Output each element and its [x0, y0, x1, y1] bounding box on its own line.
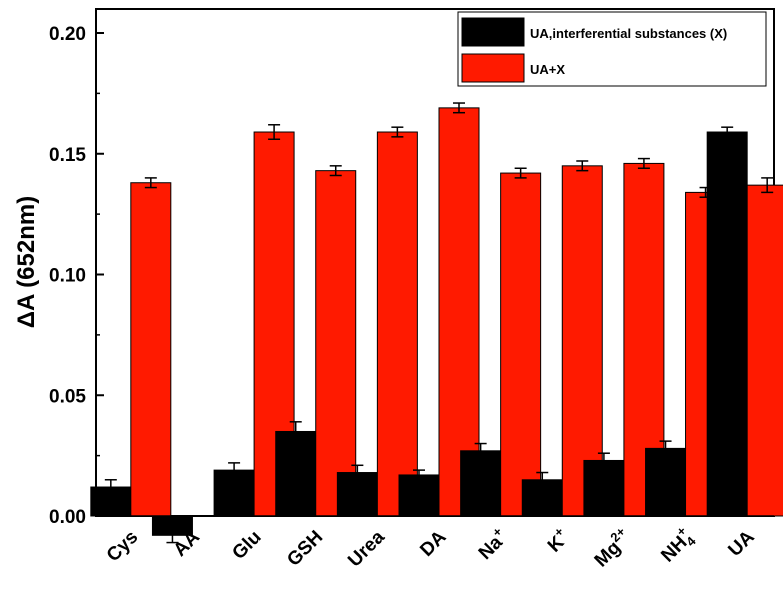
x-tick-label: Mg2+ [588, 524, 636, 572]
legend-label: UA+X [530, 62, 565, 77]
y-axis: 0.00 0.05 0.10 0.15 0.20 [49, 24, 104, 528]
bar-ua-x [398, 474, 440, 517]
x-tick-label: K+ [541, 524, 574, 557]
bar-ua-x [645, 447, 687, 517]
bar-ua-x [583, 459, 625, 517]
bar-ua-x [706, 131, 748, 517]
legend-label: UA,interferential substances (X) [530, 26, 727, 41]
x-tick-label: UA [724, 526, 758, 560]
bar-ua-plus-x [746, 184, 783, 517]
legend-swatch [461, 17, 525, 47]
x-axis-labels: Cys AA Glu GSH Urea DA Na+K+Mg2+ NH4+ UA [103, 523, 759, 572]
bar-ua-plus-x [376, 131, 418, 517]
x-tick-label: Cys [103, 527, 142, 566]
y-tick-label: 0.20 [49, 24, 86, 45]
y-tick-label: 0.15 [49, 145, 86, 166]
x-tick-label: Glu [228, 527, 265, 564]
bar-ua-x [275, 430, 317, 517]
bar-ua-plus-x [130, 182, 172, 517]
x-tick-label: DA [416, 526, 450, 560]
y-axis-title: ΔA (652nm) [13, 196, 40, 328]
y-tick-label: 0.10 [49, 266, 86, 287]
bars [90, 102, 783, 544]
y-tick-label: 0.00 [49, 507, 86, 528]
bar-ua-plus-x [438, 107, 480, 517]
legend-swatch [461, 53, 525, 83]
x-tick-label: Urea [344, 526, 389, 571]
x-tick-label: NH4+ [654, 523, 700, 569]
bar-ua-x [460, 450, 502, 517]
y-tick-label: 0.05 [49, 386, 86, 407]
bar-ua-plus-x [315, 170, 357, 517]
legend: UA,interferential substances (X) UA+X [457, 11, 767, 87]
x-tick-label: GSH [283, 527, 327, 571]
x-tick-label: Na+ [472, 524, 513, 565]
bar-ua-plus-x [500, 172, 542, 517]
